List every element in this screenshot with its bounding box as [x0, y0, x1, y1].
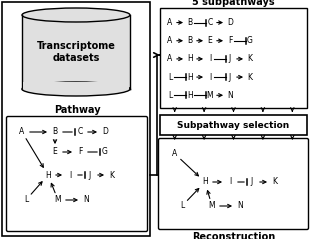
Text: A: A — [19, 127, 24, 136]
Text: J: J — [89, 170, 91, 179]
Text: E: E — [53, 147, 57, 157]
Text: K: K — [272, 178, 277, 186]
Text: Reconstruction: Reconstruction — [192, 232, 275, 239]
Text: G: G — [247, 36, 253, 45]
FancyBboxPatch shape — [160, 115, 307, 135]
Text: N: N — [227, 91, 233, 100]
Text: D: D — [102, 127, 108, 136]
Text: I: I — [69, 170, 71, 179]
Text: C: C — [78, 127, 83, 136]
Text: L: L — [180, 201, 184, 211]
Text: J: J — [229, 54, 231, 63]
Text: A: A — [167, 18, 173, 27]
Text: H: H — [187, 91, 193, 100]
Text: F: F — [78, 147, 82, 157]
Text: L: L — [24, 196, 28, 205]
FancyBboxPatch shape — [158, 138, 308, 229]
Text: I: I — [209, 54, 211, 63]
Text: Subpathway selection: Subpathway selection — [177, 120, 290, 130]
Text: H: H — [45, 170, 51, 179]
Text: B: B — [188, 18, 193, 27]
Text: D: D — [227, 18, 233, 27]
Text: C: C — [207, 18, 213, 27]
Text: I: I — [229, 178, 231, 186]
Text: L: L — [168, 91, 172, 100]
Text: 5 subpathways: 5 subpathways — [192, 0, 275, 7]
Text: A: A — [172, 150, 178, 158]
Text: F: F — [228, 36, 232, 45]
Text: B: B — [188, 36, 193, 45]
Text: Pathway: Pathway — [54, 105, 100, 115]
Text: E: E — [208, 36, 212, 45]
Text: H: H — [202, 178, 208, 186]
FancyBboxPatch shape — [160, 8, 307, 108]
Text: J: J — [229, 73, 231, 81]
Text: K: K — [247, 73, 253, 81]
Text: M: M — [55, 196, 61, 205]
Text: Transcriptome
datasets: Transcriptome datasets — [37, 41, 115, 63]
Text: H: H — [187, 54, 193, 63]
Text: N: N — [83, 196, 89, 205]
Ellipse shape — [22, 82, 130, 96]
Text: M: M — [209, 201, 215, 211]
Bar — [22, 15, 130, 89]
Text: N: N — [237, 201, 243, 211]
Text: K: K — [247, 54, 253, 63]
Text: K: K — [109, 170, 114, 179]
Text: G: G — [102, 147, 108, 157]
Text: I: I — [209, 73, 211, 81]
Text: A: A — [167, 54, 173, 63]
Ellipse shape — [22, 8, 130, 22]
Text: M: M — [207, 91, 213, 100]
Bar — [23, 82, 129, 89]
Text: B: B — [52, 127, 58, 136]
Text: A: A — [167, 36, 173, 45]
FancyBboxPatch shape — [7, 116, 148, 232]
FancyBboxPatch shape — [2, 2, 150, 236]
Text: L: L — [168, 73, 172, 81]
Text: H: H — [187, 73, 193, 81]
Text: J: J — [251, 178, 253, 186]
